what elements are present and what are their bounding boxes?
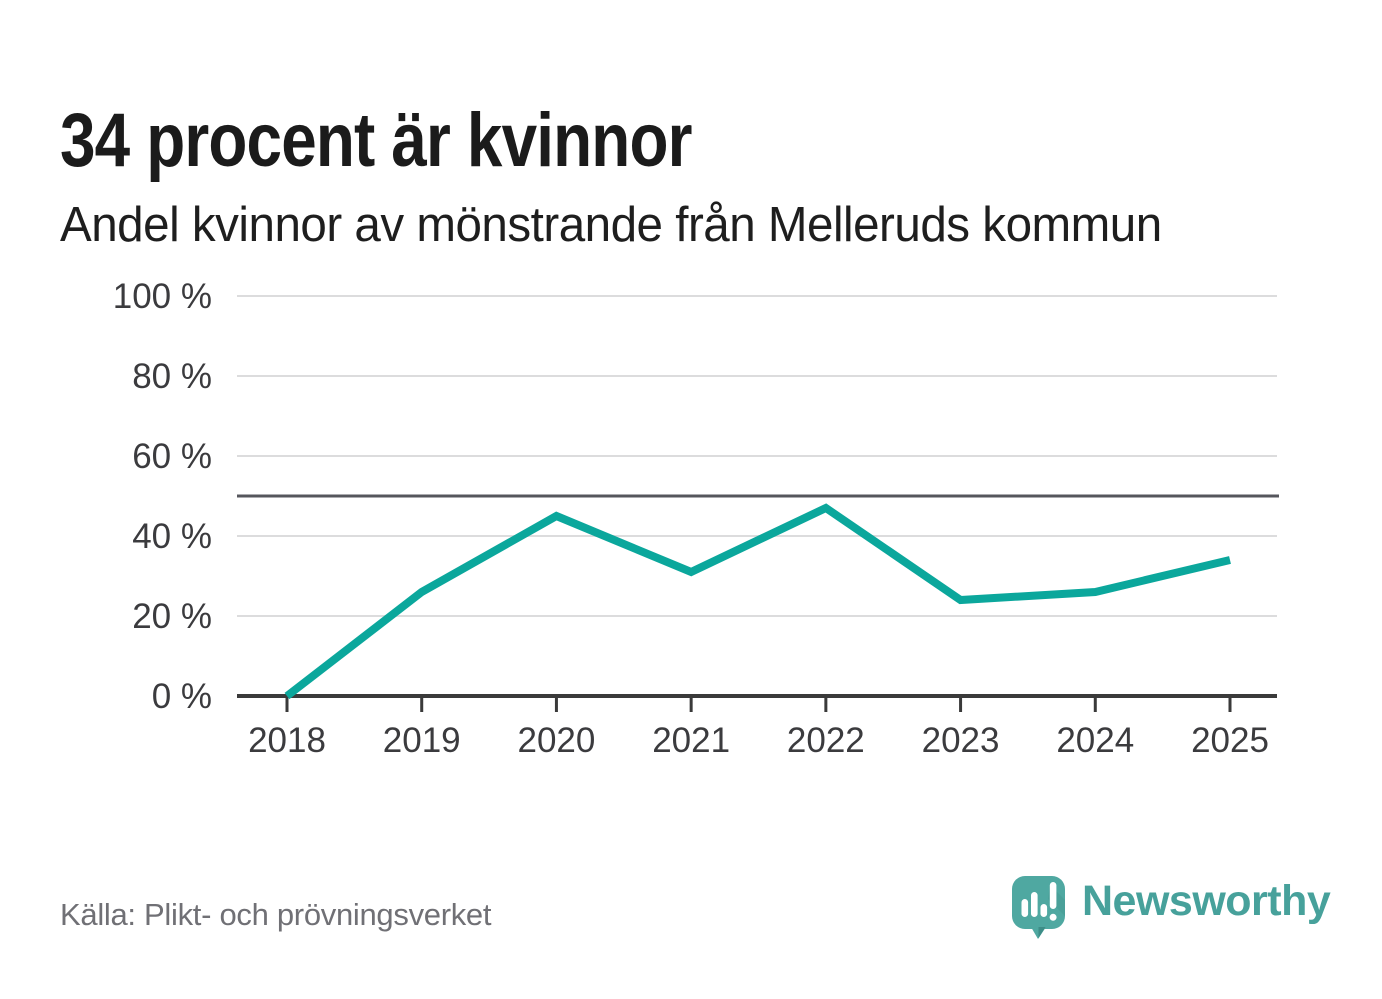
newsworthy-logo: Newsworthy <box>1012 876 1331 940</box>
x-tick-label: 2024 <box>1056 721 1134 760</box>
y-tick-label: 80 % <box>132 357 212 396</box>
x-tick-label: 2022 <box>787 721 865 760</box>
logo-bar-2 <box>1031 892 1038 917</box>
y-tick-label: 40 % <box>132 517 212 556</box>
x-tick-label: 2019 <box>383 721 461 760</box>
y-tick-label: 60 % <box>132 437 212 476</box>
y-tick-label: 20 % <box>132 597 212 636</box>
logo-bar-1 <box>1021 899 1029 917</box>
newsworthy-logo-icon <box>1012 876 1065 939</box>
logo-bar-3 <box>1040 904 1048 917</box>
y-tick-label: 0 % <box>152 677 212 716</box>
logo-exclamation-dot <box>1049 913 1057 921</box>
logo-exclamation-bar <box>1049 882 1057 909</box>
x-tick-label: 2023 <box>922 721 1000 760</box>
chart-title: Andel kvinnor av mönstrande från Melleru… <box>60 198 1162 252</box>
x-tick-label: 2025 <box>1191 721 1269 760</box>
newsworthy-wordmark: Newsworthy <box>1082 876 1331 925</box>
source-note: Källa: Plikt- och prövningsverket <box>60 897 492 932</box>
x-tick-label: 2020 <box>517 721 595 760</box>
series-line <box>284 503 1231 700</box>
x-tick-label: 2021 <box>652 721 730 760</box>
headline: 34 procent är kvinnor <box>60 97 692 183</box>
y-tick-label: 100 % <box>113 277 212 316</box>
x-tick-label: 2018 <box>248 721 326 760</box>
